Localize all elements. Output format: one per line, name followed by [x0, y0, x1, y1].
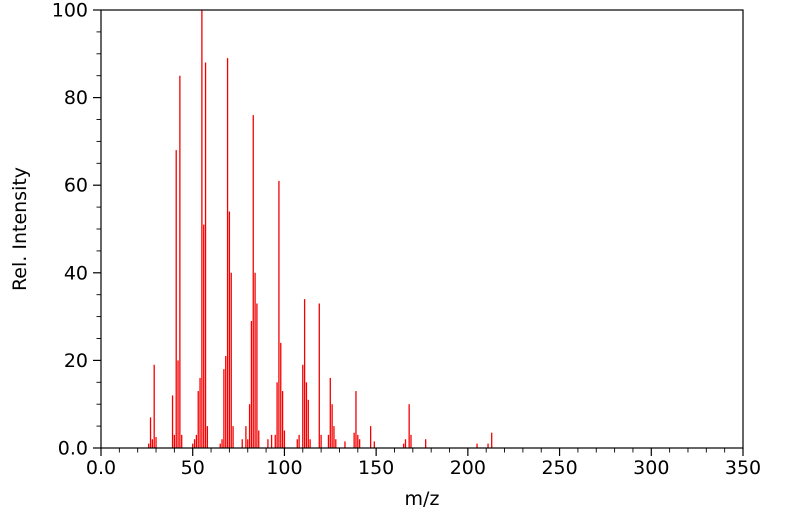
x-tick-label: 200	[450, 457, 486, 479]
x-tick-label: 350	[725, 457, 761, 479]
x-tick-label: 150	[358, 457, 394, 479]
y-tick-label: 100	[52, 0, 88, 22]
y-tick-label: 40	[64, 262, 88, 284]
y-tick-label: 60	[64, 175, 88, 197]
plot-box	[100, 9, 744, 449]
spectrum-peaks	[148, 10, 493, 448]
y-tick-label: 80	[64, 87, 88, 109]
x-tick-label: 100	[266, 457, 302, 479]
y-tick-label: 20	[64, 350, 88, 372]
y-tick-label: 0.0	[58, 438, 88, 460]
x-tick-label: 0.0	[86, 457, 116, 479]
x-tick-label: 300	[633, 457, 669, 479]
y-axis-label: Rel. Intensity	[9, 167, 31, 291]
x-tick-label: 50	[181, 457, 205, 479]
x-tick-label: 250	[541, 457, 577, 479]
x-axis-label: m/z	[405, 488, 440, 510]
